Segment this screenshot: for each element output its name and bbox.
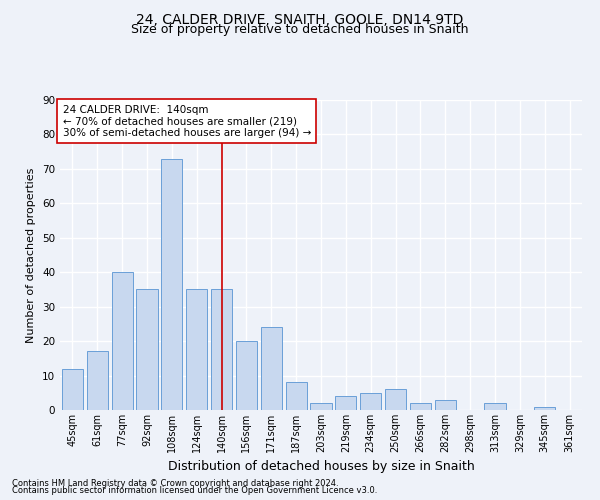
Bar	[410, 403, 431, 410]
Bar	[310, 403, 332, 410]
X-axis label: Distribution of detached houses by size in Snaith: Distribution of detached houses by size …	[167, 460, 475, 473]
Bar	[335, 396, 356, 410]
Bar	[236, 341, 257, 410]
Bar	[484, 403, 506, 410]
Bar	[211, 290, 232, 410]
Bar	[136, 290, 158, 410]
Text: 24 CALDER DRIVE:  140sqm
← 70% of detached houses are smaller (219)
30% of semi-: 24 CALDER DRIVE: 140sqm ← 70% of detache…	[62, 104, 311, 138]
Bar	[261, 328, 282, 410]
Bar	[534, 406, 555, 410]
Text: Contains HM Land Registry data © Crown copyright and database right 2024.: Contains HM Land Registry data © Crown c…	[12, 478, 338, 488]
Text: 24, CALDER DRIVE, SNAITH, GOOLE, DN14 9TD: 24, CALDER DRIVE, SNAITH, GOOLE, DN14 9T…	[136, 12, 464, 26]
Bar	[62, 368, 83, 410]
Bar	[112, 272, 133, 410]
Text: Contains public sector information licensed under the Open Government Licence v3: Contains public sector information licen…	[12, 486, 377, 495]
Bar	[435, 400, 456, 410]
Bar	[360, 393, 381, 410]
Bar	[385, 390, 406, 410]
Bar	[161, 158, 182, 410]
Y-axis label: Number of detached properties: Number of detached properties	[26, 168, 37, 342]
Bar	[286, 382, 307, 410]
Bar	[87, 352, 108, 410]
Bar	[186, 290, 207, 410]
Text: Size of property relative to detached houses in Snaith: Size of property relative to detached ho…	[131, 22, 469, 36]
